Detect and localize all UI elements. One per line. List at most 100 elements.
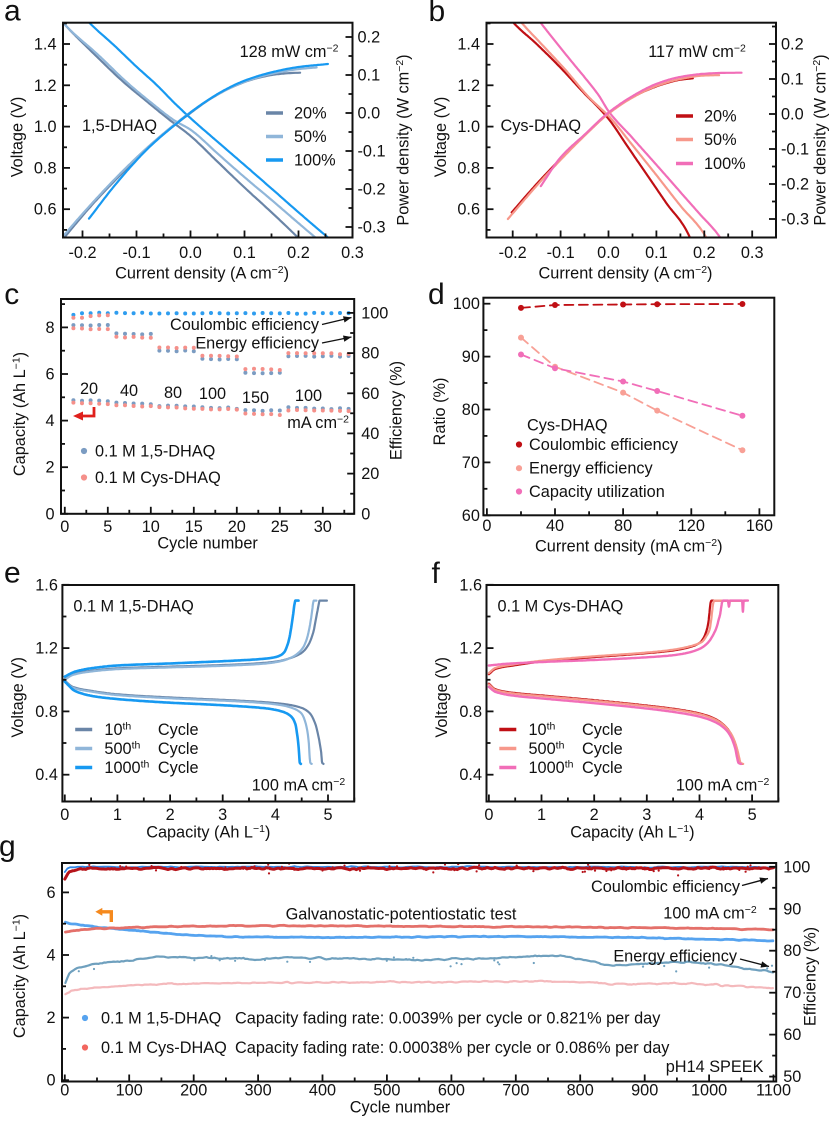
svg-text:-0.2: -0.2 <box>499 244 527 262</box>
svg-text:0.6: 0.6 <box>457 201 480 219</box>
svg-text:6: 6 <box>46 884 55 902</box>
svg-text:800: 800 <box>567 1082 594 1100</box>
svg-text:Efficiency (%): Efficiency (%) <box>388 361 406 460</box>
svg-text:Capacity (Ah L−1): Capacity (Ah L−1) <box>570 823 694 842</box>
svg-text:-0.1: -0.1 <box>122 244 150 262</box>
svg-text:1.0: 1.0 <box>457 118 480 136</box>
svg-text:Capacity fading rate: 0.00038%: Capacity fading rate: 0.00038% per cycle… <box>235 1039 670 1057</box>
svg-text:Coulombic efficiency: Coulombic efficiency <box>529 436 679 454</box>
svg-text:1100: 1100 <box>756 1082 791 1100</box>
svg-text:40: 40 <box>361 425 379 443</box>
svg-text:1.2: 1.2 <box>457 77 480 95</box>
svg-text:Capacity utilization: Capacity utilization <box>529 483 665 501</box>
svg-text:5: 5 <box>103 518 112 536</box>
svg-text:c: c <box>4 278 19 311</box>
svg-text:700: 700 <box>502 1082 529 1100</box>
svg-text:Coulombic efficiency: Coulombic efficiency <box>591 878 741 896</box>
svg-text:25: 25 <box>271 518 289 536</box>
svg-text:-0.2: -0.2 <box>358 181 386 199</box>
svg-text:100 mA cm−2: 100 mA cm−2 <box>252 776 346 795</box>
svg-text:Cycle: Cycle <box>158 759 199 777</box>
svg-text:0.0: 0.0 <box>358 105 381 123</box>
svg-text:100: 100 <box>361 304 388 322</box>
svg-text:0.2: 0.2 <box>693 244 716 262</box>
svg-text:0.6: 0.6 <box>34 201 57 219</box>
svg-text:0.1 M Cys-DHAQ: 0.1 M Cys-DHAQ <box>498 598 624 616</box>
svg-text:Capacity (Ah L−1): Capacity (Ah L−1) <box>11 352 30 476</box>
svg-text:0: 0 <box>60 1082 69 1100</box>
svg-text:1000th: 1000th <box>529 759 574 778</box>
svg-text:100 mA cm−2: 100 mA cm−2 <box>663 904 757 923</box>
svg-text:500: 500 <box>373 1082 400 1100</box>
svg-text:0: 0 <box>361 505 370 523</box>
svg-text:-0.3: -0.3 <box>781 211 809 229</box>
svg-text:-0.1: -0.1 <box>781 141 809 159</box>
svg-text:Voltage (V): Voltage (V) <box>432 97 450 178</box>
svg-text:3: 3 <box>642 806 651 824</box>
svg-text:Voltage (V): Voltage (V) <box>9 97 27 178</box>
svg-text:0.8: 0.8 <box>459 703 482 721</box>
svg-text:200: 200 <box>180 1082 207 1100</box>
svg-text:Cycle: Cycle <box>158 740 199 758</box>
svg-text:80: 80 <box>462 401 480 419</box>
svg-text:0: 0 <box>46 1072 55 1090</box>
svg-text:0.1 M Cys-DHAQ: 0.1 M Cys-DHAQ <box>101 1039 227 1057</box>
svg-text:2: 2 <box>590 806 599 824</box>
svg-text:a: a <box>4 0 21 28</box>
svg-text:0: 0 <box>60 806 69 824</box>
svg-text:70: 70 <box>783 984 801 1002</box>
svg-text:120: 120 <box>678 517 705 535</box>
svg-text:10: 10 <box>142 518 160 536</box>
svg-text:900: 900 <box>631 1082 658 1100</box>
svg-text:1000: 1000 <box>691 1082 727 1100</box>
svg-text:15: 15 <box>185 518 203 536</box>
svg-text:50: 50 <box>783 1068 801 1086</box>
svg-text:Current density (A cm−2): Current density (A cm−2) <box>539 264 713 283</box>
svg-text:100: 100 <box>199 385 226 403</box>
svg-text:Current density (mA cm−2): Current density (mA cm−2) <box>535 537 723 556</box>
svg-text:0.2: 0.2 <box>781 36 804 54</box>
svg-text:Ratio (%): Ratio (%) <box>431 378 449 446</box>
svg-text:0.8: 0.8 <box>34 159 57 177</box>
svg-text:Efficiency (%): Efficiency (%) <box>802 927 820 1026</box>
svg-text:-0.3: -0.3 <box>358 219 386 237</box>
svg-text:0.1 M Cys-DHAQ: 0.1 M Cys-DHAQ <box>95 469 221 487</box>
svg-text:Cys-DHAQ: Cys-DHAQ <box>527 417 608 435</box>
svg-text:0.0: 0.0 <box>179 244 202 262</box>
svg-text:60: 60 <box>783 1026 801 1044</box>
svg-text:50%: 50% <box>704 131 737 149</box>
svg-text:-0.1: -0.1 <box>547 244 575 262</box>
svg-text:Energy efficiency: Energy efficiency <box>195 335 320 353</box>
svg-text:1.4: 1.4 <box>34 36 57 54</box>
svg-text:d: d <box>428 278 445 311</box>
svg-text:Energy efficiency: Energy efficiency <box>613 948 738 966</box>
svg-text:70: 70 <box>462 454 480 472</box>
svg-text:0.1 M 1,5-DHAQ: 0.1 M 1,5-DHAQ <box>73 598 193 616</box>
svg-text:80: 80 <box>783 942 801 960</box>
svg-text:mA cm−2: mA cm−2 <box>287 414 349 433</box>
svg-text:Cycle number: Cycle number <box>350 1099 451 1117</box>
svg-text:500th: 500th <box>104 740 140 759</box>
svg-text:20: 20 <box>228 518 246 536</box>
svg-text:-0.2: -0.2 <box>781 176 809 194</box>
svg-text:0.1 M 1,5-DHAQ: 0.1 M 1,5-DHAQ <box>95 443 215 461</box>
svg-text:0.0: 0.0 <box>781 106 804 124</box>
svg-text:2: 2 <box>46 1009 55 1027</box>
svg-text:400: 400 <box>309 1082 336 1100</box>
svg-text:1.6: 1.6 <box>459 576 482 594</box>
svg-text:Power density (W cm−2): Power density (W cm−2) <box>394 54 413 225</box>
svg-text:60: 60 <box>462 507 480 525</box>
svg-text:2: 2 <box>166 806 175 824</box>
svg-text:20%: 20% <box>294 105 327 123</box>
svg-text:0.1: 0.1 <box>781 71 804 89</box>
svg-text:0: 0 <box>482 517 491 535</box>
svg-text:30: 30 <box>314 518 332 536</box>
svg-text:4: 4 <box>46 947 55 965</box>
svg-text:100: 100 <box>783 858 810 876</box>
svg-text:4: 4 <box>271 806 280 824</box>
svg-text:Voltage (V): Voltage (V) <box>433 657 451 738</box>
svg-text:0.1: 0.1 <box>645 244 668 262</box>
svg-text:40: 40 <box>120 382 138 400</box>
svg-text:8: 8 <box>45 319 54 337</box>
svg-text:4: 4 <box>45 412 54 430</box>
